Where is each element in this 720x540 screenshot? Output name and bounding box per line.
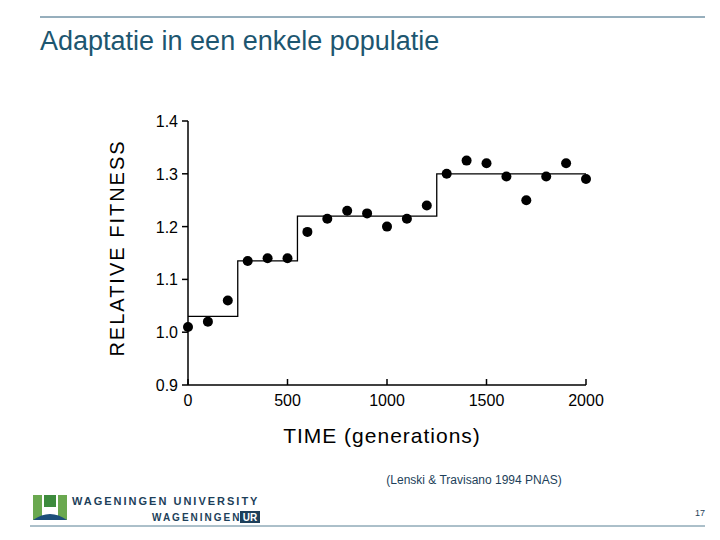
- data-point: [521, 195, 531, 205]
- data-point: [283, 253, 293, 263]
- page-number: 17: [695, 508, 705, 518]
- logo-text: WAGENINGEN UNIVERSITY: [72, 495, 259, 507]
- x-tick: [585, 379, 587, 385]
- logo-text: UR: [243, 512, 258, 523]
- y-tick: [182, 173, 188, 175]
- y-tick: [182, 226, 188, 228]
- data-point: [342, 206, 352, 216]
- slide: Adaptatie in een enkele populatie 0.9 1.0 1…: [0, 0, 720, 540]
- logo-text: WAGENINGEN: [152, 512, 241, 523]
- y-tick-label: 1.1: [156, 271, 178, 288]
- plot-area: [183, 156, 591, 332]
- data-point: [302, 227, 312, 237]
- logo-shape: [240, 511, 260, 523]
- x-tick-label: 0: [184, 392, 193, 409]
- y-tick-label: 1.2: [156, 219, 178, 236]
- x-tick-label: 2000: [568, 392, 604, 409]
- y-tick: [182, 120, 188, 122]
- y-axis-label: RELATIVE FITNESS: [106, 139, 128, 356]
- y-tick-label: 0.9: [156, 377, 178, 394]
- y-tick: [182, 279, 188, 281]
- footer-rule: [30, 526, 705, 527]
- data-point: [203, 317, 213, 327]
- data-point: [382, 222, 392, 232]
- data-point: [183, 322, 193, 332]
- data-point: [362, 208, 372, 218]
- x-tick-label: 1500: [469, 392, 505, 409]
- x-tick: [187, 379, 189, 385]
- data-point: [402, 214, 412, 224]
- data-point: [501, 171, 511, 181]
- x-tick: [386, 379, 388, 385]
- y-tick-label: 1.3: [156, 166, 178, 183]
- data-point: [223, 296, 233, 306]
- data-point: [462, 156, 472, 166]
- data-point: [422, 200, 432, 210]
- logo-shape: [44, 495, 56, 507]
- y-tick-label: 1.0: [156, 324, 178, 341]
- header-rule: [40, 17, 705, 18]
- logo-shape: [33, 514, 67, 520]
- x-tick-label: 1000: [369, 392, 405, 409]
- step-line: [188, 174, 586, 317]
- x-tick-label: 500: [274, 392, 301, 409]
- y-tick: [182, 384, 188, 386]
- x-tick: [486, 379, 488, 385]
- x-tick: [287, 379, 289, 385]
- y-tick-label: 1.4: [156, 113, 178, 130]
- slide-title: Adaptatie in een enkele populatie: [40, 26, 439, 56]
- data-point: [581, 174, 591, 184]
- x-axis-label: TIME (generations): [283, 424, 481, 447]
- data-point: [322, 214, 332, 224]
- logo: WAGENINGEN UNIVERSITY WAGENINGENUR: [33, 495, 260, 523]
- citation: (Lenski & Travisano 1994 PNAS): [386, 473, 561, 487]
- data-point: [561, 158, 571, 168]
- data-point: [541, 171, 551, 181]
- y-axis: [187, 121, 189, 385]
- data-point: [263, 253, 273, 263]
- data-point: [482, 158, 492, 168]
